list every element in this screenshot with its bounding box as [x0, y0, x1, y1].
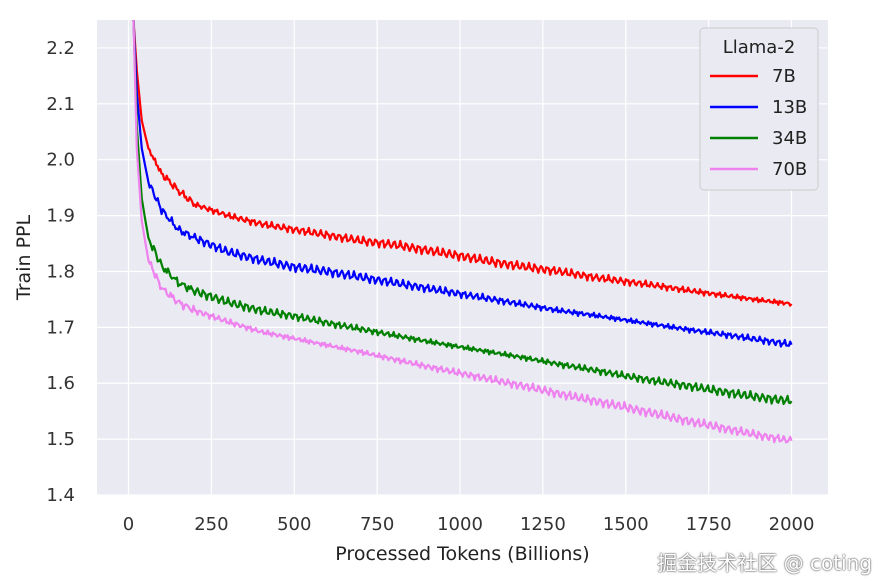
x-tick-label: 2000	[769, 514, 815, 535]
x-tick-label: 1250	[520, 514, 566, 535]
x-tick-label: 1750	[686, 514, 732, 535]
y-axis-ticks: 1.4 1.5 1.6 1.7 1.8 1.9 2.0 2.1 2.2	[46, 38, 75, 506]
y-tick-label: 1.6	[46, 373, 75, 394]
x-tick-label: 250	[194, 514, 228, 535]
y-tick-label: 2.2	[46, 38, 75, 59]
series-line-70b	[132, 20, 793, 444]
series-lines	[132, 20, 793, 444]
y-axis-label: Train PPL	[13, 215, 35, 302]
y-tick-label: 1.9	[46, 206, 75, 227]
legend-box	[699, 27, 819, 191]
x-tick-label: 0	[123, 514, 134, 535]
x-tick-label: 500	[277, 514, 311, 535]
y-tick-label: 2.0	[46, 150, 75, 171]
legend-label: 7B	[772, 66, 796, 87]
y-tick-label: 2.1	[46, 94, 75, 115]
y-tick-label: 1.7	[46, 317, 75, 338]
legend-label: 70B	[772, 159, 807, 180]
legend-label: 13B	[772, 97, 807, 118]
series-line-34b	[132, 20, 793, 406]
legend: Llama-2 7B 13B 34B 70B	[699, 27, 819, 191]
y-tick-label: 1.4	[46, 485, 75, 506]
x-axis-label: Processed Tokens (Billions)	[335, 543, 589, 565]
x-tick-label: 1500	[603, 514, 649, 535]
y-tick-label: 1.8	[46, 261, 75, 282]
legend-title: Llama-2	[723, 37, 796, 58]
series-line-7b	[132, 20, 793, 307]
x-tick-label: 750	[360, 514, 394, 535]
y-tick-label: 1.5	[46, 429, 75, 450]
x-tick-label: 1000	[437, 514, 483, 535]
watermark: 掘金技术社区 @ coting	[657, 551, 872, 575]
x-axis-ticks: 0 250 500 750 1000 1250 1500 1750 2000	[123, 514, 815, 535]
series-line-13b	[132, 20, 793, 348]
legend-label: 34B	[772, 128, 807, 149]
